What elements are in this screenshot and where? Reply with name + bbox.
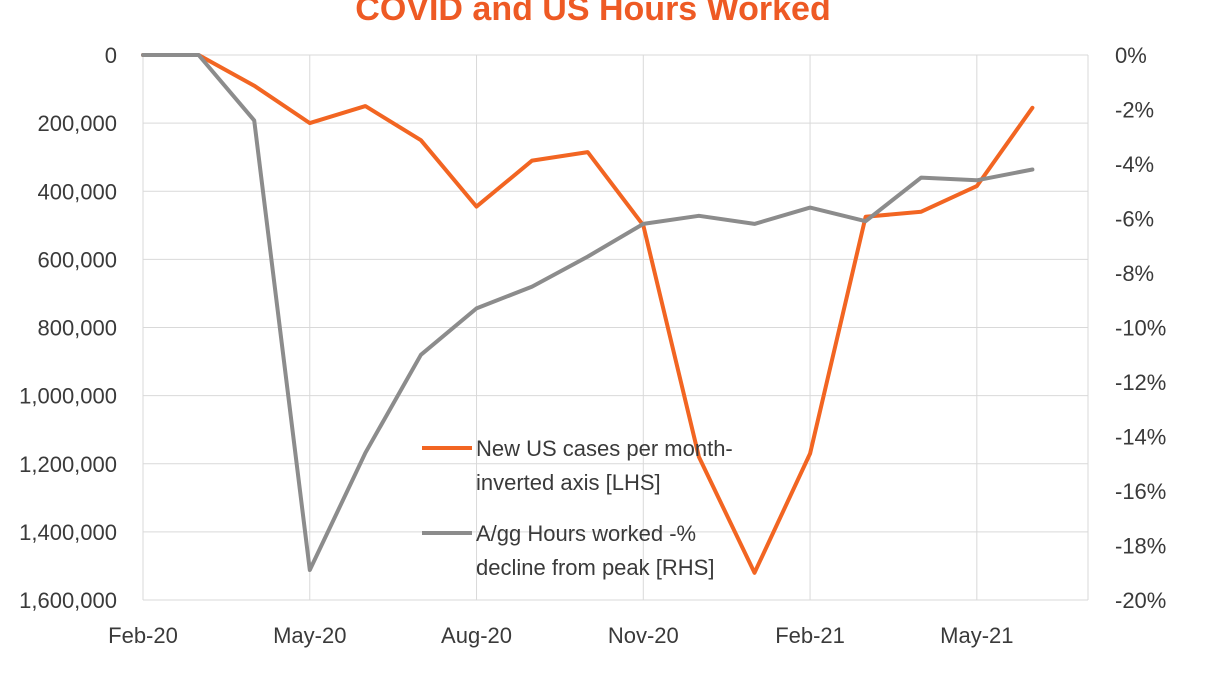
x-tick-label: Feb-20 [108, 623, 178, 648]
series-line-hours [141, 53, 1035, 572]
right-tick-label: 0% [1115, 43, 1147, 68]
legend-label: inverted axis [LHS] [476, 470, 661, 495]
left-tick-label: 1,000,000 [19, 384, 117, 409]
left-tick-label: 1,200,000 [19, 452, 117, 477]
legend-label: New US cases per month- [476, 436, 733, 461]
right-tick-label: -14% [1115, 425, 1166, 450]
right-tick-label: -4% [1115, 152, 1154, 177]
right-tick-label: -10% [1115, 316, 1166, 341]
grid-lines [142, 54, 1089, 601]
right-tick-label: -12% [1115, 370, 1166, 395]
legend: New US cases per month-inverted axis [LH… [422, 436, 733, 580]
left-tick-label: 1,400,000 [19, 520, 117, 545]
left-axis: 0 200,000 400,000 600,000 800,000 1,000,000 1,… [19, 43, 117, 613]
left-tick-label: 200,000 [37, 111, 117, 136]
left-tick-label: 600,000 [37, 247, 117, 272]
right-axis: 0% -2% -4% -6% -8% -10% -12% -14% -16% -18% -20% [1115, 43, 1166, 613]
x-tick-label: May-21 [940, 623, 1013, 648]
right-tick-label: -2% [1115, 98, 1154, 123]
left-tick-label: 0 [105, 43, 117, 68]
chart-title: COVID and US Hours Worked [355, 0, 830, 28]
x-tick-label: Aug-20 [441, 623, 512, 648]
x-tick-label: Nov-20 [608, 623, 679, 648]
series-line-cases [141, 53, 1035, 575]
right-tick-label: -6% [1115, 207, 1154, 232]
right-tick-label: -16% [1115, 479, 1166, 504]
x-tick-label: May-20 [273, 623, 346, 648]
right-tick-label: -18% [1115, 534, 1166, 559]
left-tick-label: 800,000 [37, 316, 117, 341]
series-layer [141, 53, 1035, 575]
legend-label: decline from peak [RHS] [476, 555, 714, 580]
right-tick-label: -8% [1115, 261, 1154, 286]
x-axis: Feb-20 May-20 Aug-20 Nov-20 Feb-21 May-21 [108, 623, 1013, 648]
legend-label: A/gg Hours worked -% [476, 521, 696, 546]
left-tick-label: 1,600,000 [19, 588, 117, 613]
left-tick-label: 400,000 [37, 179, 117, 204]
right-tick-label: -20% [1115, 588, 1166, 613]
x-tick-label: Feb-21 [775, 623, 845, 648]
